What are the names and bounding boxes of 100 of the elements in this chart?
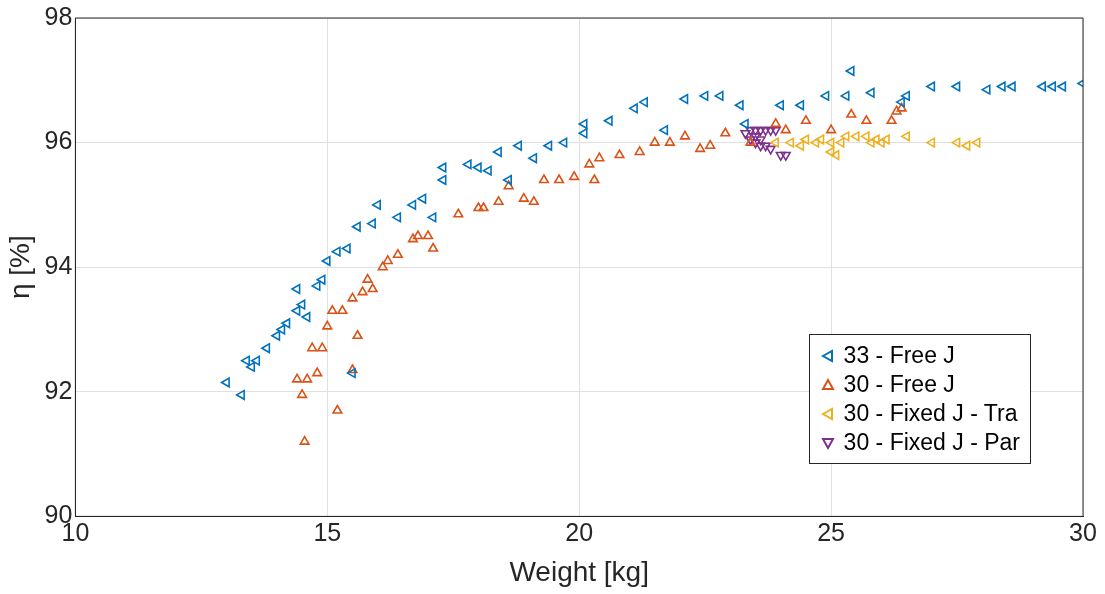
point <box>971 137 981 148</box>
point <box>720 127 731 137</box>
point <box>634 146 645 156</box>
point <box>412 230 424 240</box>
point <box>900 131 910 142</box>
point <box>664 136 676 146</box>
point <box>891 105 902 115</box>
point <box>584 158 595 168</box>
point <box>770 118 781 128</box>
y-tick-label: 92 <box>44 375 73 404</box>
point <box>322 320 333 330</box>
point <box>538 174 550 184</box>
point <box>769 137 779 148</box>
point <box>865 137 875 148</box>
point <box>296 389 308 399</box>
y-tick-label: 96 <box>44 126 73 155</box>
point <box>745 126 756 136</box>
point <box>503 180 514 190</box>
y-tick-label: 98 <box>44 1 73 30</box>
point <box>780 124 791 134</box>
point <box>795 140 805 151</box>
point <box>332 404 343 414</box>
point <box>427 242 439 252</box>
point <box>926 137 936 148</box>
point <box>760 142 771 152</box>
point <box>367 283 378 293</box>
legend-label: 30 - Free J <box>843 370 955 400</box>
x-tick-label: 25 <box>817 518 846 547</box>
point <box>317 342 328 352</box>
x-tick-label: 20 <box>565 518 594 547</box>
point <box>860 131 870 142</box>
point <box>347 364 358 374</box>
point <box>594 152 605 162</box>
point <box>861 115 872 125</box>
point <box>810 137 820 148</box>
point <box>825 137 835 148</box>
point <box>392 248 403 259</box>
legend-label: 33 - Free J <box>843 341 955 371</box>
point <box>679 130 691 140</box>
legend-label: 30 - Fixed J - Tra <box>843 399 1018 429</box>
point <box>880 134 890 145</box>
y-tick-label: 94 <box>44 251 73 280</box>
point <box>765 126 776 136</box>
point <box>830 149 840 161</box>
point <box>518 192 529 202</box>
point <box>886 115 897 125</box>
x-axis-title: Weight [kg] <box>509 555 649 587</box>
point <box>291 373 303 383</box>
point <box>337 305 348 315</box>
point <box>453 208 464 218</box>
point <box>770 126 781 136</box>
point <box>815 134 825 145</box>
point <box>478 202 489 212</box>
point <box>299 435 310 445</box>
point <box>382 255 393 265</box>
point <box>347 292 358 302</box>
point <box>875 137 885 148</box>
point <box>835 137 845 148</box>
point <box>785 137 795 148</box>
point <box>765 145 776 155</box>
point <box>589 174 600 184</box>
point <box>840 131 850 142</box>
point <box>357 286 368 296</box>
point <box>352 329 363 340</box>
point <box>750 139 761 149</box>
point <box>553 174 565 184</box>
point <box>961 140 971 151</box>
point <box>760 126 771 136</box>
point <box>327 305 338 315</box>
point <box>493 195 504 206</box>
point <box>750 126 761 136</box>
point <box>569 171 580 181</box>
point <box>825 124 837 134</box>
point <box>755 126 766 136</box>
x-tick-label: 15 <box>313 518 342 547</box>
point <box>302 373 313 383</box>
point <box>312 367 323 377</box>
point <box>407 233 419 243</box>
point <box>614 149 625 159</box>
point <box>705 139 716 150</box>
point <box>896 102 907 112</box>
point <box>422 230 434 240</box>
point <box>870 134 880 145</box>
point <box>850 131 860 142</box>
point <box>755 142 766 152</box>
x-tick-label: 30 <box>1069 518 1097 547</box>
point <box>780 151 791 161</box>
point <box>740 129 751 140</box>
point <box>694 143 706 153</box>
legend-label: 30 - Fixed J - Par <box>843 428 1020 458</box>
point <box>825 146 835 158</box>
point <box>800 134 810 145</box>
point <box>750 133 761 143</box>
point <box>377 261 388 271</box>
point <box>800 115 812 125</box>
point <box>951 137 961 148</box>
point <box>775 151 786 161</box>
point <box>649 136 660 146</box>
point <box>846 108 857 118</box>
y-axis-title: η [%] <box>3 235 35 300</box>
